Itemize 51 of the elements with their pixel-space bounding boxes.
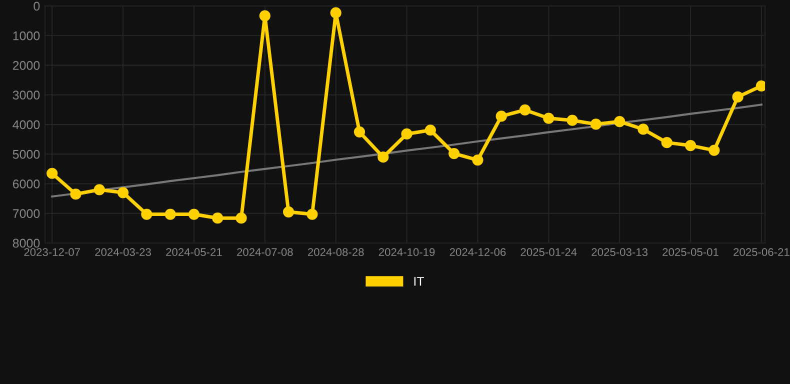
y-tick-label: 7000 bbox=[12, 209, 40, 218]
x-tick-label: 2024-10-19 bbox=[378, 248, 435, 256]
point bbox=[401, 128, 412, 140]
point bbox=[259, 10, 270, 22]
point bbox=[330, 7, 342, 18]
point bbox=[188, 208, 200, 220]
y-tick-label: 8000 bbox=[12, 238, 40, 248]
x-tick-label: 2024-03-23 bbox=[95, 248, 151, 256]
point bbox=[70, 188, 82, 200]
point bbox=[212, 212, 224, 224]
x-tick-label: 2025-03-13 bbox=[592, 248, 648, 256]
point bbox=[614, 116, 626, 128]
y-tick-label: 1000 bbox=[13, 31, 40, 40]
point bbox=[543, 112, 554, 124]
y-tick-label: 0 bbox=[34, 2, 40, 11]
point bbox=[472, 154, 484, 166]
point bbox=[306, 208, 318, 220]
x-tick-label: 2024-12-06 bbox=[450, 248, 506, 256]
x-tick-label: 2024-07-08 bbox=[237, 248, 293, 256]
y-tick-label: 2000 bbox=[12, 61, 40, 70]
legend-label: IT bbox=[414, 277, 424, 286]
point bbox=[282, 206, 294, 218]
point bbox=[566, 114, 578, 126]
point bbox=[448, 148, 460, 160]
x-tick-label: 2025-06-21 bbox=[734, 248, 790, 256]
point bbox=[519, 104, 531, 116]
point bbox=[46, 168, 58, 179]
point bbox=[590, 118, 602, 130]
point bbox=[684, 140, 696, 152]
point bbox=[117, 187, 129, 198]
x-tick-label: 2023-12-07 bbox=[24, 248, 80, 256]
point bbox=[732, 91, 744, 103]
point bbox=[708, 144, 720, 156]
point bbox=[496, 110, 507, 122]
point bbox=[236, 212, 247, 224]
point bbox=[94, 184, 105, 196]
y-tick-label: 6000 bbox=[12, 180, 40, 188]
y-tick-label: 3000 bbox=[12, 90, 40, 100]
point bbox=[424, 124, 436, 136]
point bbox=[164, 208, 176, 220]
point bbox=[141, 208, 152, 220]
x-tick-label: 2025-01-24 bbox=[520, 248, 577, 256]
point bbox=[661, 137, 672, 148]
y-tick-label: 4000 bbox=[12, 120, 40, 130]
x-tick-label: 2024-08-28 bbox=[308, 248, 364, 256]
x-tick-label: 2025-05-01 bbox=[662, 248, 718, 256]
point bbox=[354, 126, 366, 138]
y-tick-label: 5000 bbox=[12, 150, 40, 159]
point bbox=[638, 124, 649, 135]
x-tick-label: 2024-05-21 bbox=[166, 248, 222, 256]
point bbox=[378, 152, 389, 163]
